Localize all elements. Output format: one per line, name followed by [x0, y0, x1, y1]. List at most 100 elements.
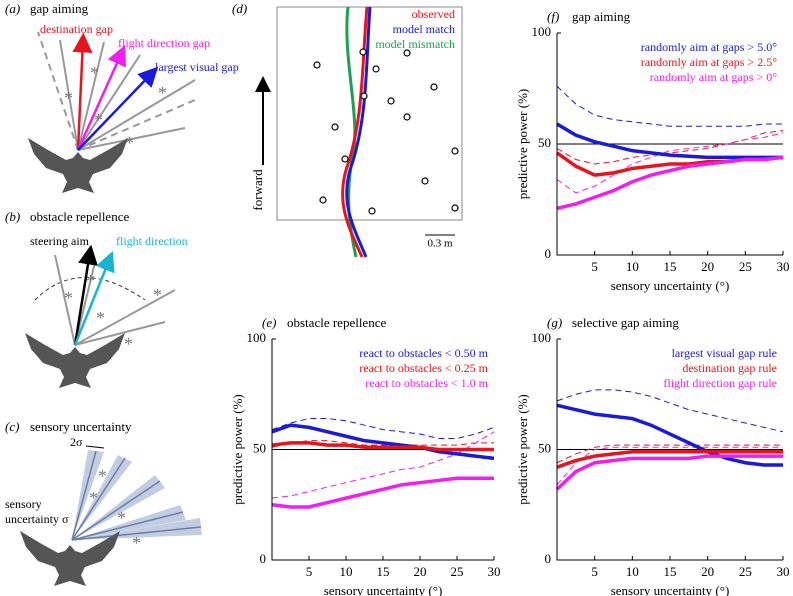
x-tick-label: 30 — [777, 259, 790, 274]
x-tick-label: 20 — [701, 564, 714, 579]
y-axis-label: predictive power (%) — [515, 394, 530, 504]
y-tick-label: 0 — [545, 246, 552, 261]
axes — [556, 33, 783, 256]
dashed-line — [556, 132, 784, 194]
line — [556, 403, 783, 467]
y-tick-label: 100 — [532, 330, 552, 345]
ray — [77, 127, 186, 151]
x-tick-label: 15 — [664, 259, 677, 274]
x-axis-label: sensory uncertainty (°) — [324, 583, 443, 596]
line — [556, 122, 783, 160]
obstacles — [313, 48, 459, 215]
legend-entry: model match — [393, 22, 455, 36]
y-axis-label: predictive power (%) — [230, 394, 245, 504]
dashed-line — [271, 440, 494, 448]
chart-title: obstacle repellence — [287, 315, 386, 330]
ray — [71, 457, 126, 541]
arrow — [72, 32, 93, 151]
panel-b: (b) obstacle repellence * * * * * steeri… — [5, 209, 188, 388]
dashed-line — [556, 444, 783, 464]
x-axis-label: sensory uncertainty (°) — [611, 278, 730, 293]
bird — [20, 531, 120, 586]
line — [555, 454, 783, 491]
x-tick-label: 5 — [591, 564, 598, 579]
annotation: sensory — [5, 497, 42, 511]
arrow — [77, 66, 159, 151]
obstacle: * — [96, 308, 105, 328]
ray — [77, 79, 196, 151]
panel-c: (c) sensory uncertainty * * * * 2σ senso… — [5, 419, 202, 586]
x-tick-label: 20 — [701, 259, 714, 274]
ray — [71, 450, 97, 541]
panel-label: (d) — [232, 1, 247, 16]
obstacle: * — [125, 133, 134, 153]
arrow — [76, 45, 127, 151]
obstacle: * — [124, 334, 133, 354]
legend-entry: destination gap rule — [682, 361, 777, 375]
trajectory — [345, 6, 372, 258]
legend-entry: react to obstacles < 1.0 m — [365, 376, 488, 390]
x-tick-label: 30 — [488, 564, 501, 579]
obstacle: * — [89, 488, 98, 508]
scale-label: 0.3 m — [427, 238, 453, 250]
obstacle: * — [64, 88, 73, 108]
panel-label: (g) — [547, 315, 562, 330]
panel-label: (b) — [5, 209, 20, 224]
x-tick-label: 10 — [626, 564, 639, 579]
ray — [77, 99, 196, 151]
legend-entry: observed — [412, 7, 455, 21]
panel-label: (a) — [5, 1, 20, 16]
x-axis-label: sensory uncertainty (°) — [611, 583, 730, 596]
y-tick-label: 50 — [538, 135, 551, 150]
beam — [72, 450, 104, 540]
obstacle: * — [86, 271, 95, 291]
obstacle: * — [94, 110, 103, 130]
legend-entry: randomly aim at gaps > 2.5° — [641, 55, 777, 69]
y-axis-label: predictive power (%) — [515, 89, 530, 199]
ray — [54, 254, 76, 346]
legend-entry: react to obstacles < 0.25 m — [359, 361, 488, 375]
obstacle: * — [90, 63, 99, 83]
y-tick-label: 0 — [545, 551, 552, 566]
y-tick-label: 100 — [532, 24, 552, 39]
y-tick-label: 0 — [260, 551, 267, 566]
axes — [271, 339, 494, 561]
x-tick-label: 5 — [591, 259, 598, 274]
x-tick-label: 15 — [377, 564, 390, 579]
legend-entry: react to obstacles < 0.50 m — [359, 346, 488, 360]
ray — [71, 480, 161, 541]
line — [271, 423, 495, 461]
beam — [72, 505, 186, 540]
y-tick-label: 100 — [247, 330, 267, 345]
dashed-line — [271, 418, 495, 439]
obstacle: * — [98, 466, 107, 486]
x-tick-label: 30 — [777, 564, 790, 579]
ray — [74, 289, 176, 346]
annotation: flight direction gap — [118, 36, 210, 50]
annotation: forward — [250, 169, 265, 211]
legend-entry: model mismatch — [375, 37, 455, 51]
annotation: flight direction — [116, 234, 188, 248]
panel-label: (f) — [547, 9, 559, 24]
obstacle: * — [132, 533, 141, 553]
panel-title: sensory uncertainty — [30, 419, 132, 434]
panel-d: (d) observed model match model mismatch … — [232, 1, 463, 258]
annotation: largest visual gap — [155, 60, 239, 74]
legend-entry: randomly aim at gaps > 0° — [650, 70, 777, 84]
axes — [556, 339, 783, 561]
x-tick-label: 5 — [306, 564, 313, 579]
x-tick-label: 10 — [626, 259, 639, 274]
chart-title: gap aiming — [572, 9, 631, 24]
x-tick-label: 25 — [451, 564, 464, 579]
ray — [77, 54, 141, 151]
annotation: uncertainty σ — [5, 512, 69, 526]
beam — [72, 455, 132, 540]
x-tick-label: 20 — [414, 564, 427, 579]
ray — [77, 41, 105, 151]
line — [271, 476, 494, 509]
line — [556, 449, 783, 469]
annotation: steering aim — [30, 234, 90, 248]
legend-entry: randomly aim at gaps > 5.0° — [641, 40, 777, 54]
y-tick-label: 50 — [538, 440, 551, 455]
arrow — [73, 251, 115, 346]
